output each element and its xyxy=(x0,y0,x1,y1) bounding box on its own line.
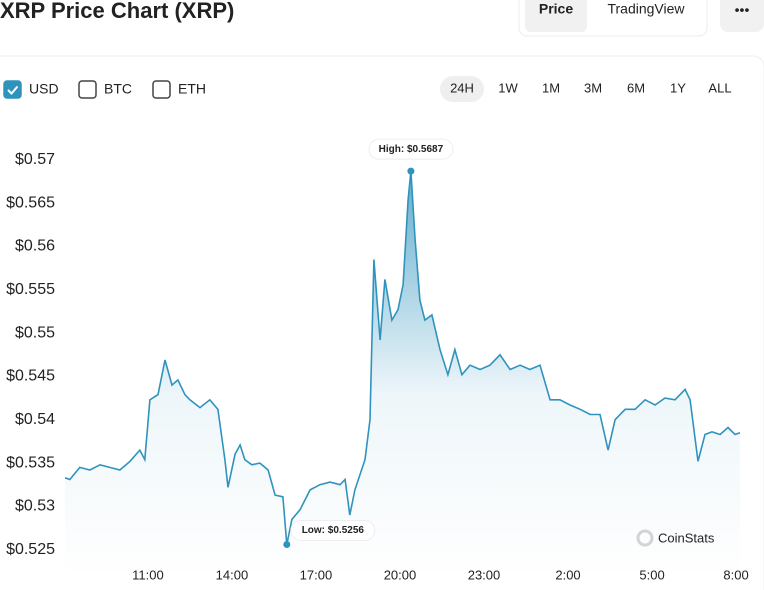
tab-label[interactable]: Price xyxy=(539,1,573,17)
range-label[interactable]: 1Y xyxy=(670,80,686,95)
y-tick-label: $0.55 xyxy=(15,324,55,341)
range-label[interactable]: 24H xyxy=(450,80,474,95)
page-title: XRP Price Chart (XRP) xyxy=(0,0,234,23)
more-button[interactable] xyxy=(720,0,764,32)
tab-bg[interactable] xyxy=(525,0,587,32)
checkbox[interactable] xyxy=(3,80,22,99)
checkbox[interactable] xyxy=(152,80,171,99)
range-label[interactable]: ALL xyxy=(708,80,731,95)
checkbox-label[interactable]: USD xyxy=(29,81,59,97)
more-icon[interactable]: ••• xyxy=(735,2,750,18)
checkbox-label[interactable]: ETH xyxy=(178,81,206,97)
y-tick-label: $0.53 xyxy=(15,498,55,515)
range-label[interactable]: 3M xyxy=(584,80,602,95)
line xyxy=(64,171,741,545)
y-tick-label: $0.57 xyxy=(15,151,55,168)
y-tick-label: $0.525 xyxy=(6,541,55,558)
annotation-label: Low: $0.5256 xyxy=(302,525,365,536)
checkbox-label[interactable]: BTC xyxy=(104,81,132,97)
range-bg[interactable] xyxy=(440,76,484,102)
range-label[interactable]: 6M xyxy=(627,80,645,95)
annotation-label: High: $0.5687 xyxy=(379,144,444,155)
y-tick-label: $0.555 xyxy=(6,281,55,298)
y-tick-label: $0.535 xyxy=(6,454,55,471)
range-label[interactable]: 1W xyxy=(498,80,518,95)
checkbox[interactable] xyxy=(78,80,97,99)
y-tick-label: $0.54 xyxy=(15,411,55,428)
annotation-dot xyxy=(407,167,415,175)
tab-label[interactable]: TradingView xyxy=(607,1,685,17)
annotation-dot xyxy=(283,540,291,548)
check-mark[interactable] xyxy=(7,85,19,95)
annotation-box xyxy=(290,519,376,541)
area xyxy=(65,171,740,580)
annotation-box xyxy=(368,138,454,160)
y-tick-label: $0.565 xyxy=(6,194,55,211)
y-tick-label: $0.545 xyxy=(6,368,55,385)
range-label[interactable]: 1M xyxy=(542,80,560,95)
y-tick-label: $0.56 xyxy=(15,238,55,255)
